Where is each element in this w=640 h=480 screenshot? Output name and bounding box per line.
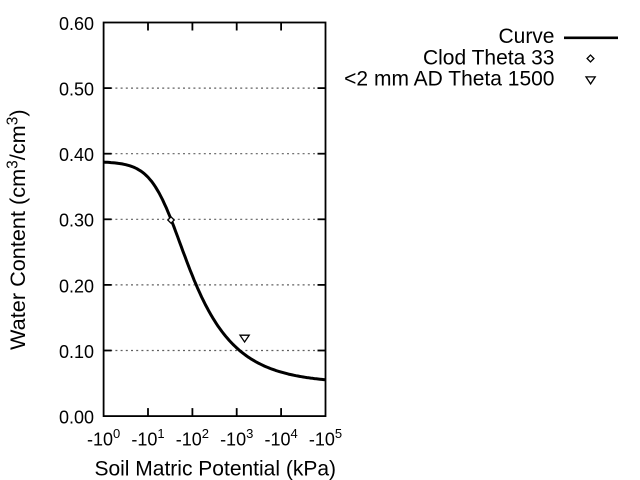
svg-text:Water Content (cm3/cm3): Water Content (cm3/cm3) [5, 109, 31, 350]
svg-text:-101: -101 [131, 426, 164, 450]
svg-text:0.20: 0.20 [59, 276, 94, 296]
svg-text:Soil Matric Potential (kPa): Soil Matric Potential (kPa) [94, 458, 336, 480]
svg-text:-102: -102 [176, 426, 209, 450]
svg-text:0.00: 0.00 [59, 408, 94, 428]
svg-text:Curve: Curve [498, 25, 554, 48]
svg-text:-100: -100 [87, 426, 120, 450]
svg-text:Clod Theta 33: Clod Theta 33 [423, 46, 555, 69]
svg-text:<2 mm AD Theta 1500: <2 mm AD Theta 1500 [344, 68, 554, 91]
svg-text:-104: -104 [264, 426, 297, 450]
svg-text:0.60: 0.60 [59, 14, 94, 34]
svg-text:0.50: 0.50 [59, 80, 94, 100]
svg-text:0.40: 0.40 [59, 145, 94, 165]
svg-text:-103: -103 [220, 426, 253, 450]
svg-text:0.10: 0.10 [59, 342, 94, 362]
svg-text:-105: -105 [309, 426, 342, 450]
svg-text:0.30: 0.30 [59, 211, 94, 231]
